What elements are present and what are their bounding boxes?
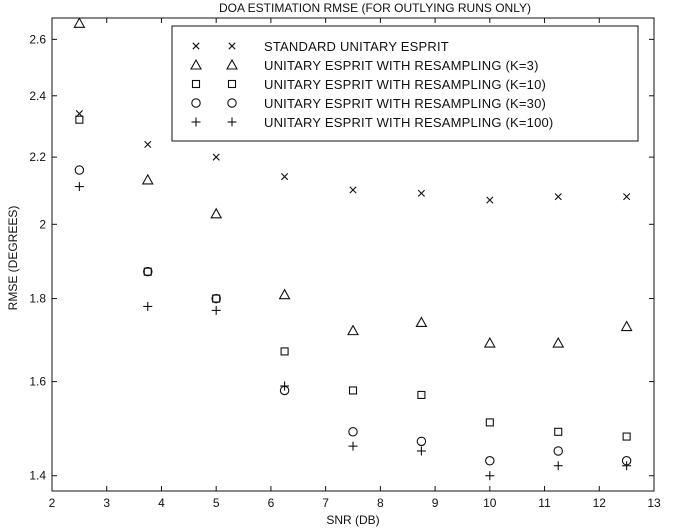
x-tick-label: 6 (268, 496, 275, 510)
x-tick-label: 2 (49, 496, 56, 510)
data-point-square (554, 427, 563, 436)
x-tick-label: 11 (538, 496, 551, 510)
legend-marker-circle (227, 98, 237, 108)
data-point-plus (485, 471, 495, 481)
data-point-triangle (73, 17, 86, 28)
data-point-square (622, 432, 631, 441)
data-marks (73, 17, 633, 481)
legend-label: UNITARY ESPRIT WITH RESAMPLING (K=3) (264, 58, 539, 73)
x-tick-label: 7 (322, 496, 329, 510)
x-tick-label: 10 (483, 496, 497, 510)
data-point-circle (348, 427, 358, 437)
data-point-triangle (141, 173, 154, 185)
y-tick-label: 2.4 (29, 89, 46, 103)
legend-marker-x (192, 42, 200, 50)
legend-marker-plus (191, 117, 201, 127)
data-point-x (417, 189, 425, 197)
data-point-circle (553, 446, 563, 456)
data-point-square (212, 294, 221, 303)
data-point-triangle (210, 207, 223, 219)
y-tick-label: 2.6 (29, 32, 46, 46)
data-point-plus (143, 301, 153, 311)
data-point-triangle (483, 336, 496, 348)
data-point-square (75, 115, 84, 124)
plot-frame (51, 17, 655, 492)
y-tick-label: 2 (39, 217, 46, 231)
y-tick-label: 1.4 (29, 469, 46, 483)
data-point-circle (416, 436, 427, 447)
data-point-x (281, 173, 289, 181)
x-tick-label: 5 (213, 496, 220, 510)
x-tick-label: 3 (103, 496, 110, 510)
data-point-x (554, 193, 562, 201)
data-point-square (143, 267, 152, 276)
data-point-square (485, 418, 494, 427)
data-point-triangle (347, 324, 359, 336)
data-point-x (486, 196, 494, 204)
x-tick-label: 8 (377, 496, 384, 510)
data-point-x (349, 186, 357, 194)
chart-title: DOA ESTIMATION RMSE (FOR OUTLYING RUNS O… (219, 1, 531, 15)
legend-label: UNITARY ESPRIT WITH RESAMPLING (K=30) (264, 96, 546, 111)
data-point-x (212, 153, 220, 161)
data-point-plus (211, 305, 221, 315)
x-axis-label: SNR (DB) (326, 513, 379, 527)
legend-label: UNITARY ESPRIT WITH RESAMPLING (K=10) (264, 77, 546, 92)
data-point-plus (74, 182, 84, 192)
axis-ticks: 2 3 4 5 6 7 8 9 10 11 12 13 1.4 1.6 1.8 2 2.2 2.4 2.6 (29, 18, 661, 510)
x-tick-label: 12 (593, 496, 607, 510)
legend-label: STANDARD UNITARY ESPRIT (264, 39, 449, 54)
data-point-circle (485, 456, 495, 466)
legend: STANDARD UNITARY ESPRIT UNITARY ESPRIT WI… (171, 25, 639, 142)
x-tick-label: 4 (158, 496, 165, 510)
legend-marker-plus (227, 117, 237, 127)
data-point-circle (211, 293, 221, 304)
x-tick-label: 9 (432, 496, 439, 510)
data-point-plus (280, 381, 290, 391)
legend-marker-triangle (226, 58, 238, 70)
data-point-plus (553, 461, 563, 471)
legend-label: UNITARY ESPRIT WITH RESAMPLING (K=100) (264, 115, 553, 130)
data-point-x (144, 140, 152, 149)
y-axis-label: RMSE (DEGREES) (6, 206, 20, 311)
x-tick-label: 13 (647, 496, 661, 510)
legend-marker-square (191, 79, 201, 89)
y-tick-label: 1.8 (29, 292, 46, 306)
data-point-square (280, 347, 289, 356)
legend-box (171, 25, 639, 142)
data-point-triangle (552, 336, 565, 348)
data-point-triangle (620, 320, 633, 332)
data-point-plus (416, 446, 426, 456)
data-point-x (623, 193, 631, 201)
legend-marker-triangle (190, 58, 202, 70)
y-tick-label: 2.2 (29, 150, 46, 164)
data-point-circle (143, 266, 153, 277)
data-point-square (417, 390, 426, 399)
legend-marker-x (228, 42, 236, 50)
legend-marker-square (227, 79, 237, 89)
data-point-square (348, 386, 358, 395)
data-point-plus (622, 461, 632, 471)
legend-marker-circle (191, 98, 201, 108)
y-tick-label: 1.6 (29, 375, 46, 389)
data-point-circle (74, 165, 85, 175)
data-point-triangle (415, 316, 428, 328)
data-point-triangle (278, 288, 291, 300)
data-point-plus (348, 441, 358, 451)
